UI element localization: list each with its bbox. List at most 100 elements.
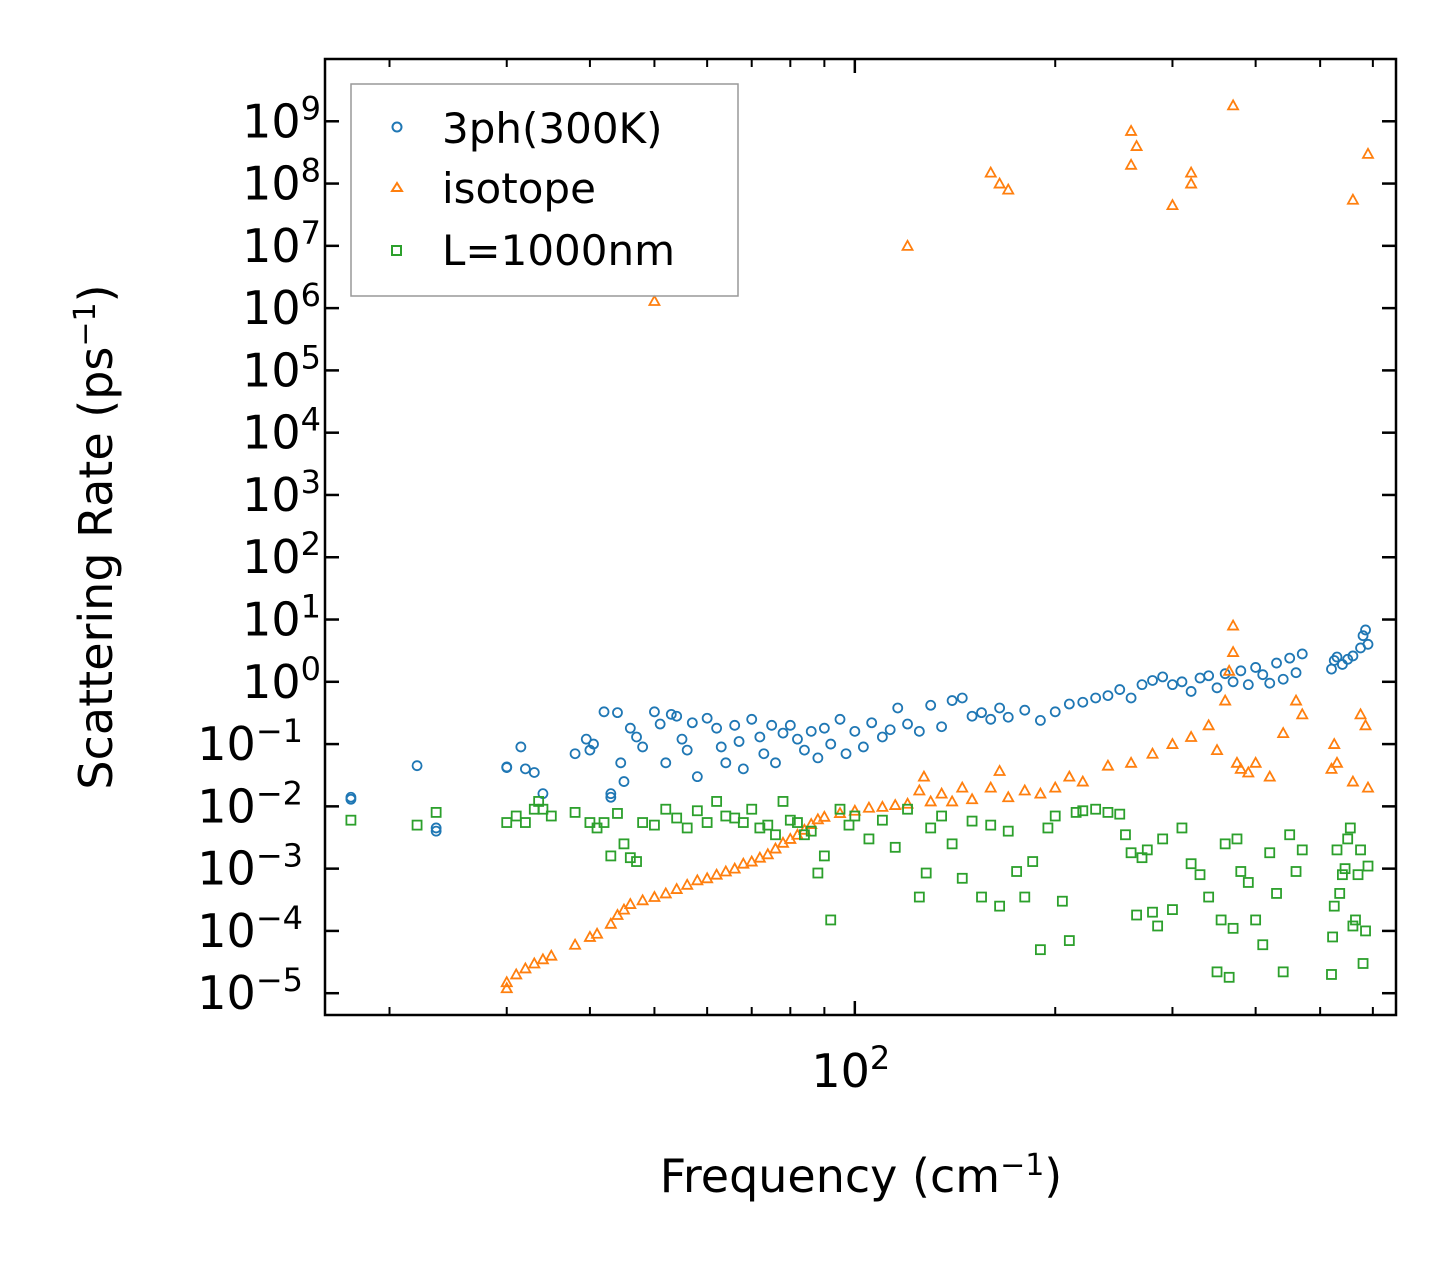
data-point-l1000nm [812,867,824,879]
data-point-3ph [770,757,781,769]
data-point-3ph [569,748,581,760]
data-point-l1000nm [1131,909,1142,921]
data-point-l1000nm [545,810,557,822]
data-point-3ph [515,741,527,753]
data-point-l1000nm [1102,806,1114,818]
data-point-3ph [1219,668,1231,680]
data-point-3ph [946,695,958,706]
data-point-3ph [1185,686,1197,697]
series-1 [500,98,1375,994]
data-point-l1000nm [411,819,423,831]
data-point-3ph [1049,706,1061,718]
data-point-isotope [1124,157,1138,170]
data-point-l1000nm [605,850,617,862]
data-point-3ph [818,722,830,734]
data-point-3ph [580,733,592,745]
data-point-l1000nm [834,803,846,815]
data-point-l1000nm [936,810,947,822]
data-point-3ph [520,763,531,775]
data-point-l1000nm [1019,891,1031,903]
data-point-l1000nm [345,814,357,826]
data-point-3ph [876,731,888,743]
data-point-3ph [1235,665,1247,677]
data-point-3ph [913,725,925,737]
data-point-isotope [1249,755,1263,768]
y-tick-label: 109 [242,89,321,148]
data-point-l1000nm [637,817,649,828]
series-2 [345,796,1374,983]
data-point-3ph [618,776,630,787]
data-point-isotope [1124,124,1138,136]
data-point-isotope [690,873,704,886]
data-point-3ph [615,757,627,769]
data-point-l1000nm [1357,958,1369,969]
data-point-l1000nm [1227,922,1239,934]
data-point-3ph [1227,676,1239,688]
data-point-l1000nm [1336,869,1348,881]
data-point-isotope [1130,139,1144,151]
data-point-3ph [1136,679,1148,691]
data-point-isotope [1226,645,1240,657]
data-point-3ph [701,712,713,724]
data-point-isotope [888,798,902,810]
data-point-isotope [536,952,550,965]
data-point-3ph [902,718,913,730]
data-point-l1000nm [946,838,958,850]
data-point-isotope [604,916,618,929]
data-point-3ph [691,771,703,783]
data-point-3ph [884,724,896,736]
data-point-l1000nm [1157,833,1169,845]
data-point-3ph [411,760,423,772]
data-point-3ph [956,692,968,704]
data-point-l1000nm [1125,847,1137,859]
data-point-isotope [527,956,541,969]
y-tick-label: 106 [242,276,321,335]
data-point-isotope [761,847,775,860]
data-point-3ph [746,713,758,725]
data-point-3ph [624,722,636,734]
data-point-3ph [834,713,846,725]
data-point-isotope [1295,707,1309,720]
data-point-3ph [1331,651,1343,663]
data-point-isotope [1062,769,1076,782]
data-point-l1000nm [1167,904,1178,915]
legend-label-isotope: isotope [442,164,596,213]
data-point-3ph [1277,673,1289,685]
data-point-3ph [605,791,617,803]
data-point-3ph [1271,657,1282,669]
data-point-l1000nm [569,806,581,818]
data-point-3ph [777,727,789,739]
y-tick-label: 10−2 [197,774,303,833]
data-point-isotope [710,867,724,880]
data-point-isotope [680,877,694,890]
data-point-l1000nm [1327,931,1338,943]
data-point-l1000nm [584,817,596,828]
data-point-3ph [345,791,357,803]
data-point-isotope [1001,182,1015,195]
data-point-isotope [901,796,915,809]
data-point-l1000nm [876,814,888,826]
data-point-l1000nm [1211,966,1223,978]
data-point-3ph [528,767,540,778]
data-point-3ph [654,718,666,730]
data-point-3ph [857,741,869,753]
data-point-l1000nm [737,817,749,828]
data-point-l1000nm [701,817,713,828]
data-point-l1000nm [1264,847,1276,859]
y-tick-label: 105 [242,338,321,397]
data-point-l1000nm [1063,935,1075,946]
data-point-l1000nm [777,796,789,807]
legend: 3ph(300K) isotope L=1000nm [350,83,739,297]
data-point-l1000nm [520,817,531,828]
data-point-isotope [1184,165,1198,178]
data-point-3ph [676,733,688,745]
data-point-l1000nm [1235,866,1247,877]
data-point-3ph [660,757,672,769]
data-point-3ph [681,744,693,756]
data-point-3ph [1296,648,1308,660]
data-point-isotope [1346,774,1360,787]
data-point-isotope [1327,737,1341,749]
data-point-isotope [955,780,969,793]
data-point-l1000nm [631,856,642,867]
data-point-l1000nm [1250,914,1262,926]
